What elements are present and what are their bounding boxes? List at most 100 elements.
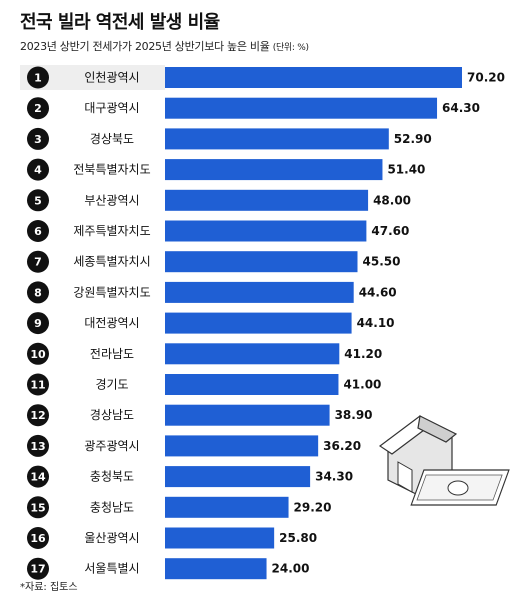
bar — [165, 67, 462, 88]
rank-number: 8 — [34, 286, 42, 299]
rank-badge — [27, 97, 49, 120]
rank-number: 11 — [30, 379, 45, 392]
bar — [165, 374, 339, 395]
rank-number: 17 — [30, 563, 45, 576]
category-label: 충청남도 — [90, 500, 134, 514]
bar-row: 16 울산광역시 25.80 — [27, 527, 317, 549]
source-note: *자료: 집토스 — [20, 582, 78, 593]
category-label: 제주특별자치도 — [73, 224, 150, 238]
rank-badge — [27, 189, 49, 212]
bar-row: 12 경상남도 38.90 — [27, 404, 373, 427]
rank-badge — [27, 496, 49, 519]
category-label: 경상북도 — [90, 132, 134, 146]
value-label: 38.90 — [335, 408, 373, 422]
rank-number: 1 — [34, 72, 42, 85]
value-label: 25.80 — [279, 531, 317, 545]
value-label: 36.20 — [323, 439, 361, 453]
value-label: 44.10 — [357, 316, 395, 330]
rank-badge — [27, 342, 49, 365]
value-label: 51.40 — [387, 163, 425, 177]
rank-number: 14 — [30, 471, 46, 484]
value-label: 45.50 — [363, 255, 401, 269]
value-label: 24.00 — [272, 562, 310, 576]
bar-row: 1 인천광역시 70.20 — [20, 65, 505, 90]
rank-number: 13 — [30, 440, 45, 453]
category-label: 대구광역시 — [84, 101, 139, 115]
value-label: 34.30 — [315, 470, 353, 484]
rank-badge — [27, 127, 49, 150]
rank-badge — [27, 220, 49, 242]
category-label: 경기도 — [95, 378, 128, 392]
bar — [165, 128, 389, 150]
chart-subtitle: 2023년 상반기 전세가가 2025년 상반기보다 높은 비율 (단위: %) — [20, 38, 309, 54]
rank-number: 9 — [34, 317, 42, 330]
bar-row: 17 서울특별시 24.00 — [27, 557, 310, 580]
bar-row: 8 강원특별자치도 44.60 — [27, 281, 397, 304]
rank-badge — [27, 158, 49, 181]
bar-row: 6 제주특별자치도 47.60 — [27, 220, 409, 242]
rank-number: 12 — [30, 409, 45, 422]
rank-number: 6 — [34, 225, 42, 238]
value-label: 29.20 — [294, 500, 332, 514]
rank-badge — [27, 66, 49, 89]
rank-badge — [27, 281, 49, 304]
bar — [165, 189, 369, 211]
bar-row: 10 전라남도 41.20 — [27, 342, 382, 365]
category-label: 전라남도 — [90, 347, 134, 361]
rank-badge — [27, 312, 49, 335]
category-label: 경상남도 — [90, 408, 134, 422]
category-label: 세종특별자치시 — [73, 255, 150, 269]
category-label: 서울특별시 — [84, 562, 139, 576]
bar — [165, 466, 311, 488]
bar — [165, 159, 383, 181]
category-label: 강원특별자치도 — [73, 285, 150, 299]
value-label: 52.90 — [394, 132, 432, 146]
bar-row: 3 경상북도 52.90 — [27, 127, 432, 150]
bar-rows: 1 인천광역시 70.20 2 대구광역시 64.30 3 경상북도 52.90 4 전북특별자치도… — [20, 65, 505, 580]
rank-badge — [27, 250, 49, 273]
category-label: 부산광역시 — [84, 193, 139, 207]
bar-row: 9 대전광역시 44.10 — [27, 312, 395, 335]
bar — [165, 527, 275, 549]
rank-number: 5 — [34, 194, 42, 207]
bar-row: 7 세종특별자치시 45.50 — [27, 250, 401, 273]
value-label: 64.30 — [442, 101, 480, 115]
value-label: 70.20 — [467, 71, 505, 85]
value-label: 44.60 — [359, 285, 397, 299]
category-label: 광주광역시 — [84, 439, 139, 453]
rank-badge — [27, 557, 49, 580]
bar — [165, 435, 319, 457]
rank-number: 15 — [30, 501, 45, 514]
subtitle-text: 2023년 상반기 전세가가 2025년 상반기보다 높은 비율 — [20, 40, 270, 53]
category-label: 충청북도 — [90, 470, 134, 484]
bar-row: 13 광주광역시 36.20 — [27, 434, 361, 457]
chart-title: 전국 빌라 역전세 발생 비율 — [20, 12, 220, 33]
rank-badge — [27, 404, 49, 427]
bar-row: 15 충청남도 29.20 — [27, 496, 332, 519]
value-label: 41.20 — [344, 347, 382, 361]
bar-row: 2 대구광역시 64.30 — [27, 97, 480, 120]
rank-number: 3 — [34, 133, 42, 146]
bar — [165, 97, 438, 119]
rank-badge — [27, 434, 49, 457]
rank-number: 2 — [34, 102, 42, 115]
bar — [165, 312, 352, 334]
bar — [165, 558, 267, 580]
rank-badge — [27, 527, 49, 549]
rank-number: 10 — [30, 348, 46, 361]
unit-label: (단위: %) — [272, 43, 309, 53]
bar — [165, 496, 289, 518]
rank-badge — [27, 373, 49, 396]
rank-number: 4 — [34, 164, 42, 177]
category-label: 전북특별자치도 — [73, 163, 150, 177]
category-label: 울산광역시 — [84, 531, 139, 545]
category-label: 인천광역시 — [84, 70, 139, 85]
house-money-icon — [378, 415, 510, 506]
rank-number: 16 — [30, 532, 46, 545]
bar-row: 11 경기도 41.00 — [27, 373, 381, 396]
bar-row: 4 전북특별자치도 51.40 — [27, 158, 425, 181]
bar — [165, 281, 354, 303]
category-label: 대전광역시 — [84, 316, 139, 330]
bar-row: 14 충청북도 34.30 — [27, 465, 353, 488]
